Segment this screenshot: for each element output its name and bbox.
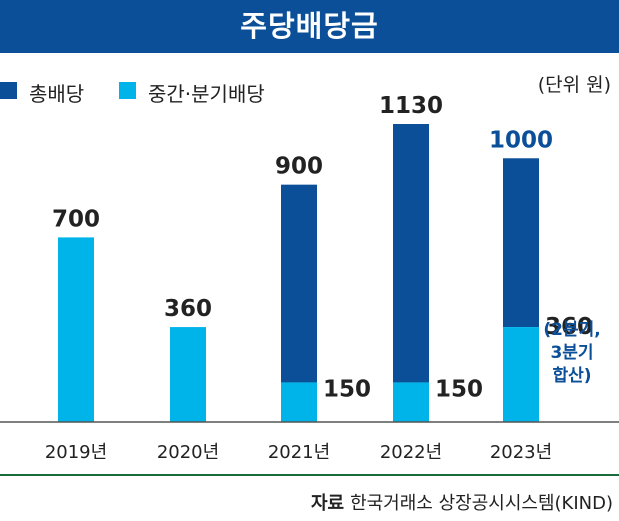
legend-interim-swatch bbox=[119, 82, 136, 99]
footer-divider bbox=[0, 474, 619, 476]
title-bar bbox=[0, 0, 619, 53]
data-label-total-2021년: 900 bbox=[275, 154, 323, 180]
source-text: 한국거래소 상장공시시스템(KIND) bbox=[350, 493, 613, 514]
bar-interim-2023년 bbox=[503, 327, 539, 422]
bar-interim-2020년 bbox=[170, 327, 206, 422]
unit-label: (단위 원) bbox=[537, 74, 611, 96]
annotation-line-2: 3분기 bbox=[550, 343, 593, 363]
x-tick-label-2023년: 2023년 bbox=[490, 442, 552, 463]
data-label-total-2020년: 360 bbox=[164, 296, 212, 322]
x-tick-label-2022년: 2022년 bbox=[380, 442, 442, 463]
x-tick-label-2019년: 2019년 bbox=[45, 442, 107, 463]
data-label-total-2023년: 1000 bbox=[489, 127, 553, 153]
data-label-interim-2022년: 150 bbox=[435, 376, 483, 402]
data-label-total-2022년: 1130 bbox=[379, 93, 443, 119]
source-label: 자료 bbox=[310, 493, 345, 514]
bar-chart: 700 2019년 360 2020년 900 150 2021년 1130 150 2022년 1… bbox=[0, 93, 619, 463]
data-label-interim-2023년: 360 bbox=[545, 314, 593, 340]
legend-total-label: 총배당 bbox=[29, 82, 85, 106]
bar-total-2021년 bbox=[281, 184, 317, 383]
bar-interim-2022년 bbox=[393, 382, 429, 422]
data-label-total-2019년: 700 bbox=[52, 206, 100, 232]
annotation-line-3: 합산) bbox=[552, 365, 591, 386]
bar-interim-2021년 bbox=[281, 382, 317, 422]
bar-interim-2019년 bbox=[58, 237, 94, 422]
x-tick-label-2021년: 2021년 bbox=[268, 442, 330, 463]
chart-title: 주당배당금 bbox=[240, 9, 379, 43]
legend-total-swatch bbox=[0, 82, 17, 99]
bar-total-2023년 bbox=[503, 158, 539, 328]
legend-interim-label: 중간·분기배당 bbox=[148, 82, 265, 106]
x-tick-label-2020년: 2020년 bbox=[157, 442, 219, 463]
source-note: 자료 한국거래소 상장공시시스템(KIND) bbox=[311, 489, 613, 515]
bar-total-2022년 bbox=[393, 124, 429, 383]
data-label-interim-2021년: 150 bbox=[323, 376, 371, 402]
annotation-line-1: (2분기, bbox=[543, 320, 600, 340]
